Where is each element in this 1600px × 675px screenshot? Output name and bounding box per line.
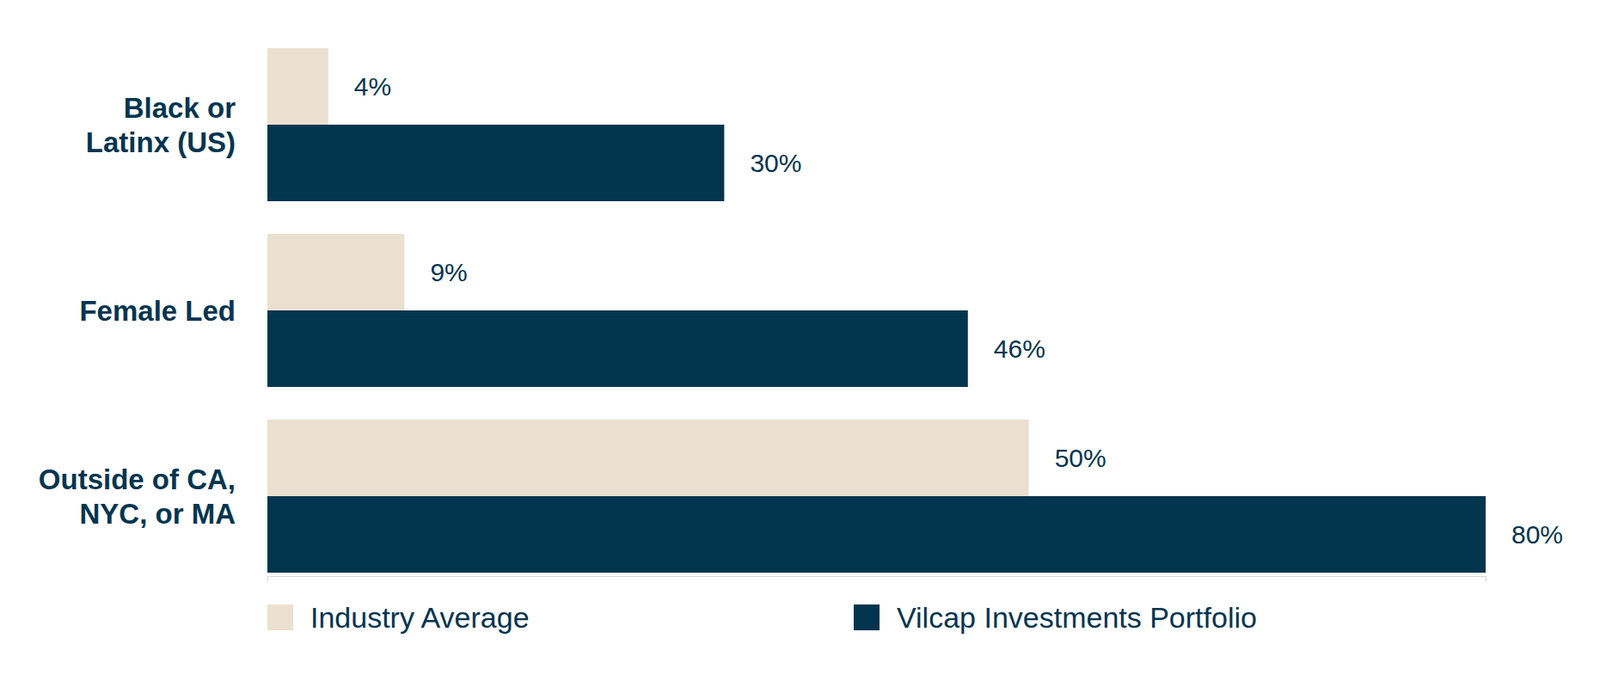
tick [267, 576, 269, 582]
bar [267, 48, 329, 125]
legend-swatch [853, 604, 880, 631]
data-label: 46% [993, 334, 1046, 363]
bar [267, 496, 1486, 573]
legend: Industry Average Vilcap Investments Portf… [267, 600, 1257, 634]
axis-line [268, 576, 1487, 583]
bar [267, 419, 1030, 497]
chart: 4% 9% 50% 30% 46% 80% Black orLatinx (US) Femal… [0, 0, 1600, 675]
tick [1485, 576, 1487, 582]
data-label: 50% [1054, 443, 1107, 473]
bar [267, 124, 724, 202]
category-label: Outside of CA,NYC, or MA [38, 463, 236, 530]
bar [267, 310, 969, 387]
legend-label: Vilcap Investments Portfolio [896, 600, 1257, 634]
data-label: 4% [354, 72, 392, 101]
data-label: 80% [1511, 520, 1564, 549]
tick-mark [267, 576, 269, 582]
data-label: 9% [429, 257, 467, 287]
legend-swatch [267, 604, 294, 631]
x-axis [268, 576, 1487, 582]
data-label: 30% [749, 148, 802, 178]
data-labels: 4% 9% 50% 30% 46% 80% [354, 72, 1564, 549]
bar [267, 233, 405, 311]
category-label: Black orLatinx (US) [85, 91, 236, 159]
tick-mark [1485, 576, 1487, 582]
legend-label: Industry Average [310, 600, 530, 634]
bars [267, 48, 1486, 573]
category-label: Female Led [79, 294, 236, 327]
category-labels: Black orLatinx (US) Female Led Outside of … [38, 91, 236, 530]
